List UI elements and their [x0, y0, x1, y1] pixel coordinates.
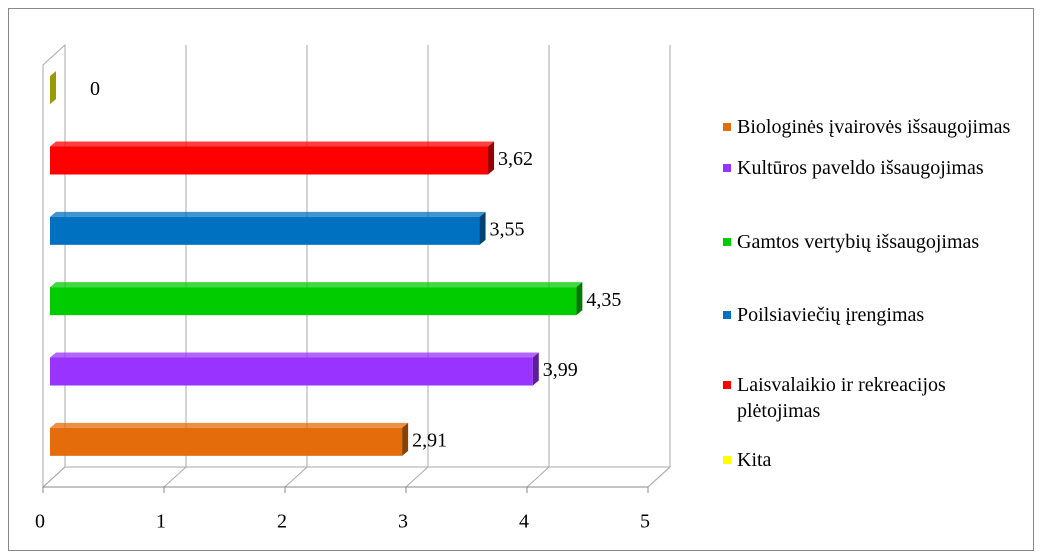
legend-label: Gamtos vertybių išsaugojimas	[737, 231, 980, 253]
bar-end	[488, 141, 495, 175]
legend-swatch	[723, 238, 731, 246]
legend-swatch	[723, 123, 731, 131]
bar-top	[50, 141, 495, 147]
bar-top	[50, 352, 539, 358]
legend-swatch	[723, 381, 731, 389]
bar-end	[576, 282, 583, 316]
legend-entry: Biologinės įvairovės išsaugojimas	[723, 114, 1033, 140]
value-label: 0	[90, 78, 100, 100]
grid-line	[163, 466, 187, 488]
x-tick-label: 4	[519, 511, 529, 533]
bar	[50, 427, 403, 456]
legend-entry: Poilsiaviečių įrengimas	[723, 302, 1033, 328]
value-label: 3,62	[498, 148, 533, 170]
value-label: 3,55	[490, 218, 525, 240]
legend-entry: Laisvalaikio ir rekreacijos plėtojimas	[723, 372, 1033, 424]
bar-end	[532, 352, 539, 386]
x-tick-label: 1	[156, 511, 166, 533]
value-label: 4,35	[586, 289, 621, 311]
bar	[50, 146, 489, 175]
x-tick-label: 5	[640, 511, 650, 533]
bar-end	[402, 422, 409, 456]
value-label: 3,99	[543, 359, 578, 381]
bar-top	[50, 282, 583, 288]
legend-entry: Kultūros paveldo išsaugojimas	[723, 155, 1033, 181]
legend-entry: Kita	[723, 447, 1033, 473]
left-wall	[42, 43, 66, 489]
grid-line	[405, 466, 429, 488]
floor	[41, 466, 672, 488]
legend-swatch	[723, 311, 731, 319]
legend-swatch	[723, 456, 731, 464]
grid-line	[526, 466, 550, 488]
grid-line	[647, 466, 671, 488]
legend-label: Laisvalaikio ir rekreacijos plėtojimas	[737, 374, 946, 422]
bar	[50, 287, 577, 316]
legend-label: Kita	[737, 449, 772, 471]
legend-swatch	[723, 164, 731, 172]
bar-top	[50, 211, 486, 217]
bar-end	[50, 71, 56, 105]
grid-line	[42, 466, 66, 488]
legend-label: Poilsiaviečių įrengimas	[737, 304, 925, 326]
bar-top	[50, 422, 409, 428]
x-tick-label: 2	[277, 511, 287, 533]
chart-border	[8, 8, 1034, 551]
value-label: 2,91	[412, 429, 447, 451]
x-tick-label: 0	[35, 511, 45, 533]
legend-label: Kultūros paveldo išsaugojimas	[737, 157, 984, 179]
bar	[50, 216, 480, 245]
bar-end	[479, 211, 486, 245]
legend-entry: Gamtos vertybių išsaugojimas	[723, 229, 1033, 255]
bar	[50, 357, 533, 386]
legend-label: Biologinės įvairovės išsaugojimas	[737, 116, 1011, 138]
x-tick-label: 3	[398, 511, 408, 533]
grid-line	[284, 466, 308, 488]
